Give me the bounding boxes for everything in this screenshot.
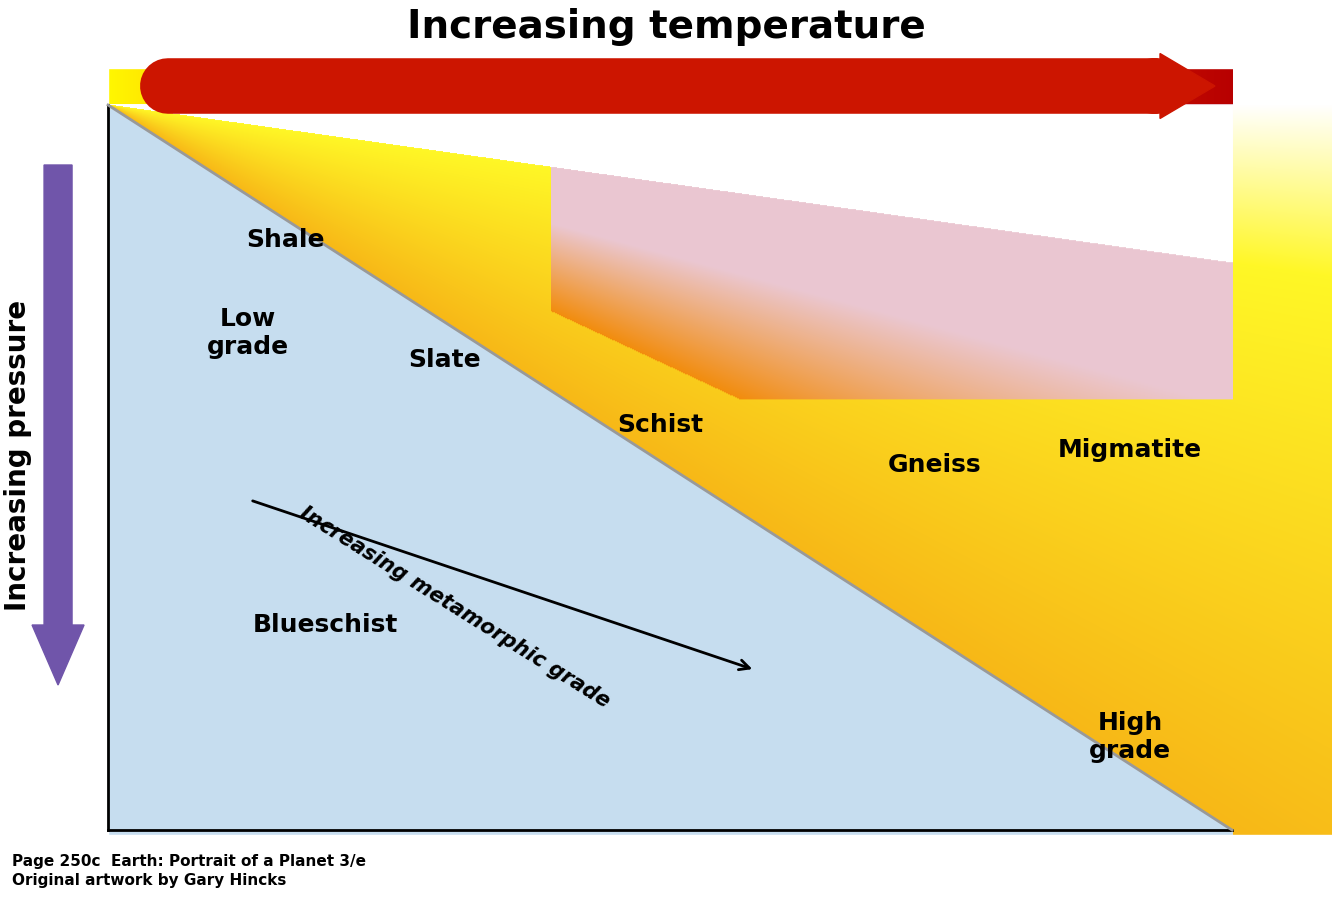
Text: Increasing metamorphic grade: Increasing metamorphic grade [297, 502, 614, 711]
FancyArrow shape [32, 165, 84, 685]
FancyArrow shape [155, 53, 1215, 119]
Text: Page 250c  Earth: Portrait of a Planet 3/e: Page 250c Earth: Portrait of a Planet 3/… [12, 853, 366, 869]
Text: High
grade: High grade [1090, 711, 1171, 763]
Text: Migmatite: Migmatite [1058, 438, 1201, 462]
Text: Increasing temperature: Increasing temperature [406, 8, 926, 46]
Text: Increasing pressure: Increasing pressure [4, 300, 32, 611]
Text: Schist: Schist [617, 413, 703, 437]
Text: Slate: Slate [409, 348, 481, 372]
Text: Shale: Shale [246, 228, 324, 252]
Text: Original artwork by Gary Hincks: Original artwork by Gary Hincks [12, 872, 286, 888]
Text: Gneiss: Gneiss [888, 453, 982, 477]
Text: Blueschist: Blueschist [252, 613, 398, 637]
Text: Low
grade: Low grade [206, 307, 289, 359]
